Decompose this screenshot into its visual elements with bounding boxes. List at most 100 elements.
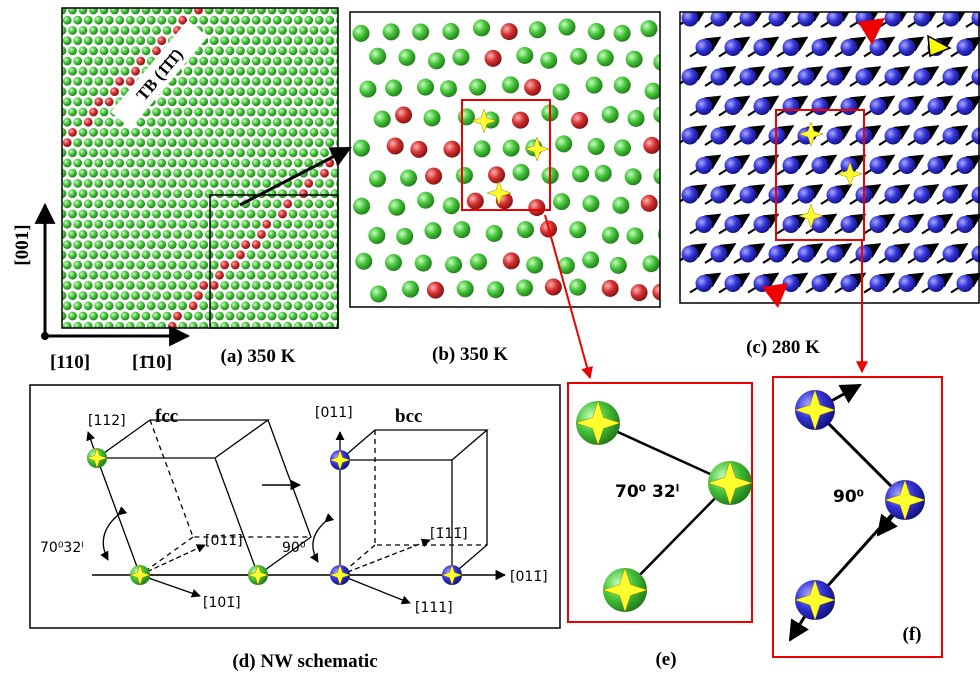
- atom: [247, 291, 256, 300]
- atom: [220, 36, 229, 45]
- atom: [89, 169, 98, 178]
- atom: [325, 118, 334, 127]
- atom: [310, 46, 319, 55]
- atom: [168, 118, 177, 127]
- atom: [205, 210, 214, 219]
- atom: [147, 159, 156, 168]
- atom: [682, 246, 699, 263]
- atom: [152, 26, 161, 35]
- atom: [336, 16, 345, 25]
- atom: [247, 67, 256, 76]
- atom: [315, 179, 324, 188]
- direction-label: [011̄]: [205, 533, 243, 549]
- atom: [168, 220, 177, 229]
- atom: [247, 169, 256, 178]
- atom: [178, 118, 187, 127]
- atom: [231, 281, 240, 290]
- atom: [614, 139, 631, 156]
- atom: [241, 138, 250, 147]
- atom: [115, 301, 124, 310]
- atom: [168, 281, 177, 290]
- atom: [899, 275, 916, 292]
- atom: [121, 67, 130, 76]
- atom: [199, 77, 208, 86]
- atom: [126, 159, 135, 168]
- atom: [115, 57, 124, 66]
- atom: [157, 261, 166, 270]
- atom: [268, 108, 277, 117]
- atom: [289, 67, 298, 76]
- atom: [115, 36, 124, 45]
- atom: [257, 210, 266, 219]
- atom: [289, 230, 298, 239]
- atom: [157, 97, 166, 106]
- atom: [68, 312, 77, 321]
- atom: [226, 148, 235, 157]
- atom: [194, 67, 203, 76]
- atom: [73, 118, 82, 127]
- atom: [442, 23, 459, 40]
- atom: [369, 170, 386, 187]
- star-marker: [525, 137, 549, 161]
- atom: [582, 195, 599, 212]
- atom: [121, 189, 130, 198]
- atom: [142, 291, 151, 300]
- atom: [79, 67, 88, 76]
- atom: [870, 98, 887, 115]
- atom: [94, 118, 103, 127]
- atom: [268, 312, 277, 321]
- atom: [283, 261, 292, 270]
- atom: [336, 77, 345, 86]
- atom: [205, 46, 214, 55]
- atom: [304, 159, 313, 168]
- atom: [643, 137, 660, 154]
- atom: [147, 220, 156, 229]
- atom: [252, 240, 261, 249]
- atom: [957, 275, 974, 292]
- atom: [257, 87, 266, 96]
- atom: [299, 108, 308, 117]
- atom: [310, 87, 319, 96]
- atom: [215, 87, 224, 96]
- atom: [336, 138, 345, 147]
- atom: [220, 322, 229, 331]
- atom: [147, 199, 156, 208]
- atom: [885, 187, 902, 204]
- atom: [262, 77, 271, 86]
- atom: [84, 220, 93, 229]
- atom: [199, 322, 208, 331]
- atom: [304, 138, 313, 147]
- atom: [131, 67, 140, 76]
- atom: [299, 6, 308, 15]
- atom: [94, 240, 103, 249]
- atom: [252, 118, 261, 127]
- atom: [914, 187, 931, 204]
- atom: [827, 128, 844, 145]
- atom: [236, 230, 245, 239]
- atom: [417, 192, 434, 209]
- atom: [126, 57, 135, 66]
- atom: [152, 250, 161, 259]
- atom: [740, 246, 757, 263]
- atom: [614, 77, 631, 94]
- atom: [310, 291, 319, 300]
- atom: [294, 36, 303, 45]
- atom: [262, 281, 271, 290]
- atom: [205, 230, 214, 239]
- atom: [142, 148, 151, 157]
- atom: [586, 77, 603, 94]
- atom: [226, 87, 235, 96]
- atom: [870, 157, 887, 174]
- atom: [136, 261, 145, 270]
- atom: [299, 250, 308, 259]
- atom: [220, 301, 229, 310]
- atom: [268, 6, 277, 15]
- atom: [121, 46, 130, 55]
- atom: [168, 179, 177, 188]
- atom: [189, 301, 198, 310]
- atom: [115, 77, 124, 86]
- atom: [440, 80, 457, 97]
- atom: [928, 157, 945, 174]
- atom: [73, 159, 82, 168]
- atom: [105, 179, 114, 188]
